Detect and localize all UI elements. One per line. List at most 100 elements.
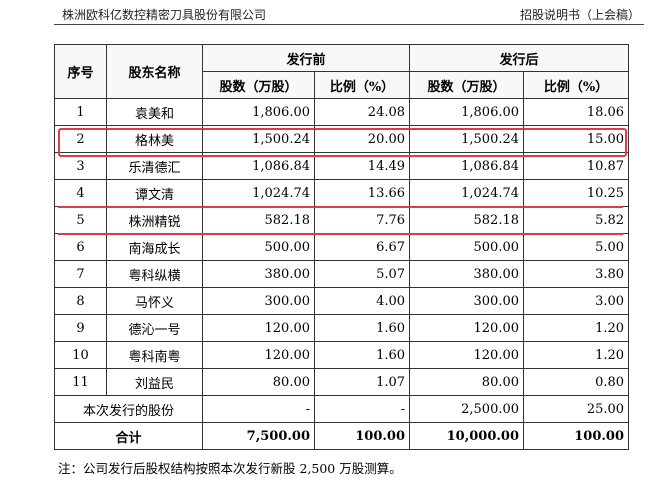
table-row: 2 格林美 1,500.24 20.00 1,500.24 15.00	[54, 125, 630, 153]
col-before-shares-header: 股数（万股）	[202, 71, 315, 99]
row-seq: 9	[54, 314, 107, 342]
row-after-shares: 80.00	[409, 368, 525, 396]
row-shareholder-name: 株洲精锐	[106, 206, 203, 234]
total-row-before-ratio: 100.00	[313, 422, 411, 450]
col-after-ratio-header: 比例（%）	[523, 71, 630, 99]
row-after-ratio: 15.00	[523, 125, 630, 153]
issue-row: 本次发行的股份 - -2,500.00 25.00	[54, 395, 630, 423]
issue-row-after-ratio: 25.00	[523, 395, 630, 423]
row-before-shares: 380.00	[202, 260, 315, 288]
row-seq: 7	[54, 260, 107, 288]
row-shareholder-name: 粤科南粤	[106, 341, 203, 369]
table-row: 3 乐清德汇 1,086.84 14.49 1,086.84 10.87	[54, 152, 630, 180]
row-seq: 3	[54, 152, 107, 180]
row-after-ratio: 5.00	[523, 233, 630, 261]
row-seq: 4	[54, 179, 107, 207]
row-before-shares: 120.00	[202, 341, 315, 369]
row-after-shares: 1,806.00	[409, 98, 525, 126]
row-seq: 5	[54, 206, 107, 234]
row-before-ratio: 1.60	[313, 341, 411, 369]
row-after-ratio: 18.06	[523, 98, 630, 126]
row-before-ratio: 13.66	[313, 179, 411, 207]
total-row: 合计 7,500.00 100.00 10,000.00 100.00	[54, 422, 630, 450]
row-before-ratio: 7.76	[313, 206, 411, 234]
row-after-shares: 380.00	[409, 260, 525, 288]
row-after-shares: 1,024.74	[409, 179, 525, 207]
table-row: 7 粤科纵横 380.00 5.07 380.00 3.80	[54, 260, 630, 288]
table-row: 9 德沁一号 120.00 1.60 120.00 1.20	[54, 314, 630, 342]
total-row-label: 合计	[54, 422, 203, 450]
table-row: 10 粤科南粤 120.00 1.60 120.00 1.20	[54, 341, 630, 369]
row-before-ratio: 4.00	[313, 287, 411, 315]
row-after-shares: 1,086.84	[409, 152, 525, 180]
row-before-shares: 300.00	[202, 287, 315, 315]
issue-row-before-ratio: -	[313, 395, 411, 423]
row-after-ratio: 0.80	[523, 368, 630, 396]
col-name-header: 股东名称	[106, 44, 203, 99]
table-note: 注：公司发行后股权结构按照本次发行新股 2,500 万股测算。	[58, 461, 402, 476]
row-before-ratio: 6.67	[313, 233, 411, 261]
row-after-ratio: 1.20	[523, 341, 630, 369]
row-seq: 1	[54, 98, 107, 126]
table-row: 5 株洲精锐 582.18 7.76 582.18 5.82	[54, 206, 630, 234]
company-name: 株洲欧科亿数控精密刀具股份有限公司	[62, 8, 267, 22]
row-after-shares: 1,500.24	[409, 125, 525, 153]
row-after-ratio: 1.20	[523, 314, 630, 342]
row-shareholder-name: 刘益民	[106, 368, 203, 396]
row-shareholder-name: 德沁一号	[106, 314, 203, 342]
shareholder-table: 序号 股东名称 发行前 发行后 股数（万股） 比例（%） 股数（万股） 比例（%…	[54, 44, 630, 450]
total-row-after-shares: 10,000.00	[409, 422, 525, 450]
col-before-ratio-header: 比例（%）	[313, 71, 411, 99]
row-before-shares: 500.00	[202, 233, 315, 261]
row-shareholder-name: 格林美	[106, 125, 203, 153]
row-after-ratio: 10.87	[523, 152, 630, 180]
row-shareholder-name: 乐清德汇	[106, 152, 203, 180]
issue-row-label: 本次发行的股份	[54, 395, 203, 423]
row-seq: 8	[54, 287, 107, 315]
row-before-shares: 80.00	[202, 368, 315, 396]
document-title: 招股说明书（上会稿）	[519, 8, 640, 22]
row-shareholder-name: 谭文清	[106, 179, 203, 207]
row-after-shares: 120.00	[409, 341, 525, 369]
row-before-shares: 1,806.00	[202, 98, 315, 126]
row-after-ratio: 3.80	[523, 260, 630, 288]
row-before-ratio: 1.60	[313, 314, 411, 342]
row-before-shares: 1,086.84	[202, 152, 315, 180]
row-before-shares: 582.18	[202, 206, 315, 234]
row-seq: 11	[54, 368, 107, 396]
table-row: 4 谭文清 1,024.74 13.66 1,024.74 10.25	[54, 179, 630, 207]
table-row: 1 袁美和 1,806.00 24.08 1,806.00 18.06	[54, 98, 630, 126]
row-before-ratio: 5.07	[313, 260, 411, 288]
row-before-ratio: 24.08	[313, 98, 411, 126]
row-before-ratio: 14.49	[313, 152, 411, 180]
col-before-header: 发行前	[201, 44, 411, 72]
total-row-before-shares: 7,500.00	[202, 422, 315, 450]
header-divider	[54, 24, 644, 25]
table-header: 序号 股东名称 发行前 发行后 股数（万股） 比例（%） 股数（万股） 比例（%…	[54, 44, 630, 99]
table-row: 11 刘益民 80.00 1.07 80.00 0.80	[54, 368, 630, 396]
row-seq: 2	[54, 125, 107, 153]
total-row-after-ratio: 100.00	[523, 422, 630, 450]
row-before-ratio: 20.00	[313, 125, 411, 153]
row-shareholder-name: 袁美和	[106, 98, 203, 126]
row-after-shares: 500.00	[409, 233, 525, 261]
row-before-ratio: 1.07	[313, 368, 411, 396]
row-shareholder-name: 南海成长	[106, 233, 203, 261]
table-body: 1 袁美和 1,806.00 24.08 1,806.00 18.06 2 格林美 1,500.…	[54, 98, 630, 450]
table-row: 6 南海成长 500.00 6.67 500.00 5.00	[54, 233, 630, 261]
row-before-shares: 1,500.24	[202, 125, 315, 153]
table-row: 8 马怀义 300.00 4.00 300.00 3.00	[54, 287, 630, 315]
row-after-shares: 582.18	[409, 206, 525, 234]
row-after-ratio: 10.25	[523, 179, 630, 207]
row-after-shares: 300.00	[409, 287, 525, 315]
row-before-shares: 120.00	[202, 314, 315, 342]
col-after-shares-header: 股数（万股）	[409, 71, 525, 99]
row-before-shares: 1,024.74	[202, 179, 315, 207]
row-after-ratio: 3.00	[523, 287, 630, 315]
issue-row-after-shares: 2,500.00	[409, 395, 525, 423]
row-after-shares: 120.00	[409, 314, 525, 342]
row-shareholder-name: 粤科纵横	[106, 260, 203, 288]
row-after-ratio: 5.82	[523, 206, 630, 234]
col-seq-header: 序号	[54, 44, 107, 99]
issue-row-before-shares: -	[202, 395, 315, 423]
